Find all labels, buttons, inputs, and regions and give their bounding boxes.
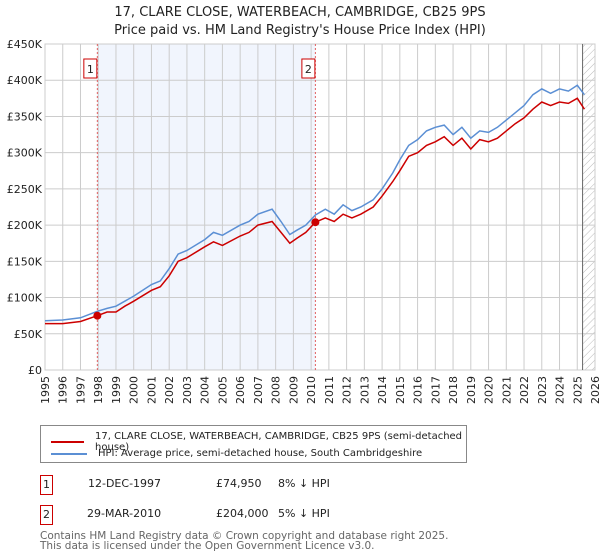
y-tick-label: £100K [7,292,43,305]
annotation-label: 1 [87,63,94,76]
sale-price: £204,000 [216,507,269,520]
legend-item-property: 17, CLARE CLOSE, WATERBEACH, CAMBRIDGE, … [51,431,466,453]
series-line [45,97,586,325]
x-tick-label: 2003 [181,376,194,404]
x-tick-label: 2014 [376,376,389,404]
y-tick-label: £350K [7,110,43,123]
footer-line: Contains HM Land Registry data © Crown c… [40,530,449,542]
annotation-box [301,58,316,79]
y-tick-label: £250K [7,183,43,196]
x-tick-label: 2000 [128,376,141,404]
chart-title: 17, CLARE CLOSE, WATERBEACH, CAMBRIDGE, … [114,5,486,20]
x-tick-label: 2020 [483,376,496,404]
sale-point [311,218,320,227]
x-tick-label: 2008 [270,376,283,404]
x-tick-label: 1996 [57,376,70,404]
y-tick-label: £450K [7,38,43,51]
x-tick-label: 2026 [589,376,600,404]
x-tick-label: 1995 [39,376,52,404]
x-tick-label: 2023 [536,376,549,404]
x-tick-label: 2019 [465,376,478,404]
x-tick-label: 2011 [323,376,336,404]
x-tick-label: 2025 [571,376,584,404]
annotation-box [83,58,98,79]
sale-date: 29-MAR-2010 [87,507,162,520]
x-tick-label: 1997 [74,376,87,404]
sale-point [93,311,102,320]
hatched-forecast-region [582,44,595,370]
x-tick-label: 2021 [500,376,513,404]
y-tick-label: £150K [7,255,43,268]
hpi-diff: 8% ↓ HPI [278,477,330,490]
x-tick-label: 2012 [341,376,354,404]
y-tick-label: £300K [7,147,43,160]
x-tick-label: 2010 [305,376,318,404]
annotation-label: 2 [305,63,312,76]
x-tick-label: 2015 [394,376,407,404]
x-tick-label: 2022 [518,376,531,404]
x-tick-label: 2006 [234,376,247,404]
sale-date: 12-DEC-1997 [88,477,162,490]
marker-badge: 2 [40,505,53,525]
legend-swatch [51,441,85,443]
hpi-diff: 5% ↓ HPI [278,507,330,520]
y-tick-label: £400K [7,74,43,87]
legend-label: 17, CLARE CLOSE, WATERBEACH, CAMBRIDGE, … [95,431,463,453]
y-tick-label: £0 [28,364,42,377]
plot-area: 1995 1996 1997 1998 1999 2000 2001 2002 2003 2004… [7,38,600,404]
y-tick-label: £200K [7,219,43,232]
series-line [44,84,585,322]
x-tick-label: 2016 [412,376,425,404]
x-tick-label: 2001 [145,376,158,404]
x-tick-label: 2013 [358,376,371,404]
footer: Contains HM Land Registry data © Crown c… [40,530,449,552]
x-tick-label: 2018 [447,376,460,404]
y-tick-label: £50K [14,328,43,341]
legend-swatch [51,452,87,455]
legend-label: HPI: Average price, semi-detached house,… [98,448,423,459]
x-tick-label: 2017 [429,376,442,404]
shaded-ownership-period [97,44,316,370]
x-tick-label: 2004 [199,376,212,404]
marker-badge: 1 [40,475,53,495]
x-tick-label: 2024 [554,376,567,404]
footer-line: This data is licensed under the Open Gov… [40,540,375,552]
sale-price: £74,950 [216,477,262,490]
legend-item-hpi: HPI: Average price, semi-detached house,… [51,448,422,459]
x-tick-label: 1999 [110,376,123,404]
x-tick-label: 2002 [163,376,176,404]
legend: 17, CLARE CLOSE, WATERBEACH, CAMBRIDGE, … [40,425,467,463]
x-tick-label: 2005 [216,376,229,404]
x-tick-label: 1998 [92,376,105,404]
chart-subtitle: Price paid vs. HM Land Registry's House … [114,23,486,38]
x-tick-label: 2009 [287,376,300,404]
x-tick-label: 2007 [252,376,265,404]
